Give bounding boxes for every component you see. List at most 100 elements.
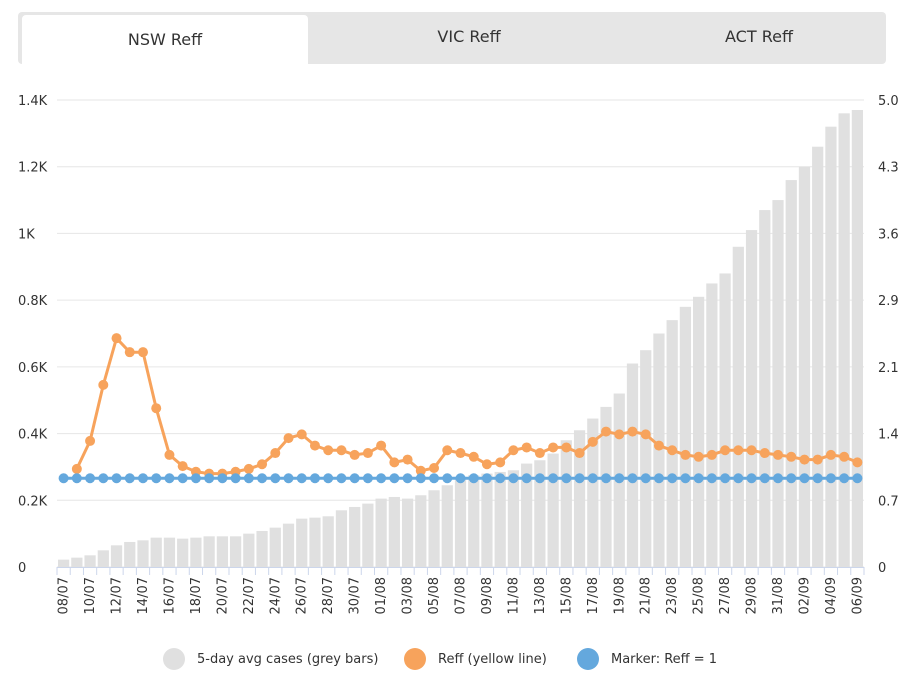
marker-point xyxy=(389,473,400,484)
marker-point xyxy=(587,473,598,484)
cases-bar xyxy=(428,490,440,567)
cases-bar xyxy=(587,418,599,567)
marker-point xyxy=(812,473,823,484)
marker-point xyxy=(548,473,559,484)
cases-bar xyxy=(732,246,744,567)
reff-point xyxy=(111,333,122,344)
cases-bar xyxy=(481,473,493,567)
cases-bar xyxy=(322,516,334,567)
tab-nsw-reff[interactable]: NSW Reff xyxy=(22,15,308,64)
x-axis-tick-label: 09/08 xyxy=(480,577,495,614)
cases-bar xyxy=(454,478,467,567)
reff-point xyxy=(481,459,492,470)
reff-point xyxy=(773,449,784,460)
marker-point xyxy=(190,473,201,484)
marker-point xyxy=(349,473,360,484)
cases-bar xyxy=(335,510,348,567)
left-axis-tick-label: 1.2K xyxy=(18,161,48,176)
reff-chart: 0 0 0.2K 0.7 0.4K 1.4 0.6K 2.1 0.8K 2.9 1K 3.6 1.2K 4… xyxy=(18,94,898,614)
reff-point xyxy=(71,463,82,474)
marker-point xyxy=(283,473,294,484)
reff-point xyxy=(720,445,731,456)
reff-point xyxy=(164,449,175,460)
cases-bar xyxy=(693,296,705,567)
legend-item-cases[interactable]: 5-day avg cases (grey bars) xyxy=(163,648,378,670)
reff-point xyxy=(587,436,598,447)
reff-point xyxy=(389,457,400,468)
cases-bar xyxy=(282,523,295,567)
marker-point xyxy=(58,473,69,484)
x-axis-tick-label: 23/08 xyxy=(665,577,680,614)
marker-point xyxy=(495,473,506,484)
cases-bar xyxy=(256,530,268,567)
marker-point xyxy=(257,473,268,484)
left-axis-tick-label: 0.8K xyxy=(18,294,48,309)
marker-point xyxy=(309,473,320,484)
marker-point xyxy=(71,473,82,484)
cases-bar xyxy=(388,496,400,567)
region-tab-bar: NSW Reff VIC Reff ACT Reff xyxy=(18,12,886,64)
x-axis-tick-label: 20/07 xyxy=(215,577,230,614)
reff-point xyxy=(98,379,109,390)
cases-bar xyxy=(97,550,109,567)
left-axis-tick-label: 0.4K xyxy=(18,428,48,443)
marker-point xyxy=(561,473,572,484)
tab-vic-reff[interactable]: VIC Reff xyxy=(437,27,501,46)
cases-bar xyxy=(296,518,308,567)
reff-point xyxy=(548,442,559,453)
cases-bar xyxy=(309,517,321,567)
x-axis-tick-label: 18/07 xyxy=(189,577,204,614)
reff-point xyxy=(309,440,320,451)
reff-point xyxy=(601,426,612,437)
reff-point xyxy=(746,445,757,456)
reff-point xyxy=(574,448,585,459)
marker-point xyxy=(852,473,863,484)
cases-bar xyxy=(124,541,136,567)
x-axis-tick-label: 28/07 xyxy=(321,577,336,614)
reff-point xyxy=(429,462,440,473)
reff-point xyxy=(349,449,360,460)
cases-bar xyxy=(163,537,176,567)
cases-bar xyxy=(640,350,652,567)
marker-point xyxy=(786,473,797,484)
x-axis-tick-label: 22/07 xyxy=(242,577,257,614)
x-axis-tick-label: 11/08 xyxy=(506,577,521,614)
cases-bar xyxy=(666,320,678,567)
cases-bar xyxy=(137,540,149,567)
reff-point xyxy=(812,454,823,465)
x-axis-tick-label: 05/08 xyxy=(427,577,442,614)
cases-bar xyxy=(534,460,546,567)
marker-point xyxy=(720,473,731,484)
cases-bar xyxy=(759,210,771,568)
x-axis-tick-label: 02/09 xyxy=(797,577,812,614)
reff-point xyxy=(442,445,453,456)
cases-bar xyxy=(719,273,731,567)
marker-point xyxy=(362,473,373,484)
marker-point xyxy=(336,473,347,484)
reff-point xyxy=(680,449,691,460)
reff-point xyxy=(495,457,506,468)
tab-act-reff[interactable]: ACT Reff xyxy=(725,27,793,46)
legend-item-reff[interactable]: Reff (yellow line) xyxy=(404,648,547,670)
marker-point xyxy=(693,473,704,484)
reff-point xyxy=(534,448,545,459)
x-axis-tick-label: 24/07 xyxy=(268,577,283,614)
reff-point xyxy=(243,463,254,474)
x-axis-tick-label: 07/08 xyxy=(454,577,469,614)
cases-bar xyxy=(441,485,453,567)
cases-bar xyxy=(177,538,189,567)
right-axis-tick-label: 4.3 xyxy=(878,161,898,176)
legend-item-marker[interactable]: Marker: Reff = 1 xyxy=(577,648,717,670)
cases-bar xyxy=(71,557,83,567)
reff-lines xyxy=(58,333,863,484)
cases-bar xyxy=(851,110,863,567)
marker-point xyxy=(521,473,532,484)
reff-point xyxy=(825,449,836,460)
cases-bar xyxy=(560,440,572,567)
cases-bar xyxy=(190,537,202,567)
reff-point xyxy=(362,448,373,459)
reff-point xyxy=(733,445,744,456)
marker-point xyxy=(653,473,664,484)
right-axis-tick-label: 1.4 xyxy=(878,428,898,443)
x-axis-tick-label: 03/08 xyxy=(401,577,416,614)
